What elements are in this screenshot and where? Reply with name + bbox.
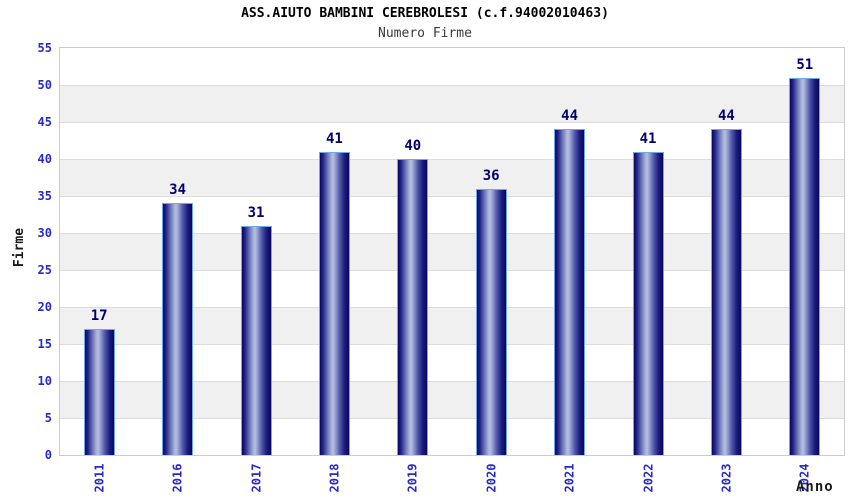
bar	[240, 225, 272, 455]
gridline	[60, 270, 844, 271]
gridline	[60, 344, 844, 345]
bar-value-label: 34	[169, 182, 187, 199]
y-tick-label: 25	[37, 263, 52, 277]
y-tick-label: 40	[37, 152, 52, 166]
x-tick-label-text: 2018	[327, 463, 342, 493]
y-tick-label: 30	[37, 226, 52, 240]
x-tick-label-text: 2022	[641, 463, 655, 493]
bar	[710, 129, 742, 455]
y-tick-label: 20	[37, 300, 52, 314]
gridline	[60, 122, 844, 123]
bar	[318, 151, 350, 455]
bar	[475, 188, 507, 455]
x-tick-label: 2020	[469, 456, 513, 500]
x-tick-label: 2017	[234, 456, 278, 500]
bar	[397, 159, 429, 455]
bar-value-label: 40	[404, 138, 422, 154]
x-tick-label-text: 2021	[562, 463, 577, 493]
plot-band	[60, 85, 844, 122]
y-axis: 0 5 10 15 20 25 30 35 40 45 50 55	[0, 41, 52, 462]
chart-subtitle: Numero Firme	[378, 26, 472, 41]
x-tick-label-text: 2020	[484, 463, 499, 493]
y-axis-title-label: Firme	[12, 227, 28, 267]
x-axis-title: Anno	[796, 479, 834, 495]
bar	[554, 129, 586, 455]
x-tick-label: 2022	[626, 456, 670, 500]
bar-value-label: 44	[717, 108, 735, 125]
x-tick-label-text: 2016	[170, 463, 185, 493]
plot-area: 17 34 31 41 40 36 44 41 44 51	[59, 47, 845, 456]
y-tick-label: 5	[44, 411, 52, 425]
gridline	[60, 196, 844, 197]
chart-title: ASS.AIUTO BAMBINI CEREBROLESI (c.f.94002…	[241, 6, 609, 21]
bar	[83, 329, 115, 455]
bar	[162, 203, 194, 455]
gridline	[60, 85, 844, 86]
x-axis: 2011 2016 2017 2018 2019 2020 2021 2022 2023 2024	[60, 456, 844, 500]
bar-value-label: 41	[639, 130, 657, 147]
x-tick-label: 2019	[391, 456, 435, 500]
gridline	[60, 233, 844, 234]
x-tick-label: 2023	[704, 456, 748, 500]
bar	[789, 77, 821, 455]
x-tick-label-text: 2011	[92, 463, 107, 493]
bar-value-label: 41	[325, 130, 343, 147]
x-tick-label-text: 2017	[249, 463, 263, 493]
bar	[632, 151, 664, 455]
y-tick-label: 55	[37, 41, 52, 55]
gridline	[60, 159, 844, 160]
y-tick-label: 0	[44, 448, 52, 462]
gridline	[60, 418, 844, 419]
bar-value-label: 51	[796, 56, 814, 73]
y-tick-label: 35	[37, 189, 52, 203]
bar-value-label: 44	[561, 108, 579, 125]
y-tick-label: 45	[37, 115, 52, 129]
gridline	[60, 307, 844, 308]
bar-value-label: 36	[482, 167, 500, 184]
x-tick-label: 2018	[312, 456, 356, 500]
y-tick-label: 15	[37, 337, 52, 351]
x-tick-label: 2021	[548, 456, 592, 500]
x-tick-label-text: 2023	[719, 463, 734, 493]
bar-value-label: 17	[90, 308, 108, 325]
gridline	[60, 381, 844, 382]
x-tick-label-text: 2019	[405, 463, 420, 493]
y-tick-label: 10	[37, 374, 52, 388]
x-tick-label: 2016	[156, 456, 200, 500]
y-tick-label: 50	[37, 78, 52, 92]
x-tick-label: 2011	[77, 456, 121, 500]
y-axis-title: Firme	[0, 225, 42, 269]
bar-value-label: 31	[247, 204, 265, 221]
